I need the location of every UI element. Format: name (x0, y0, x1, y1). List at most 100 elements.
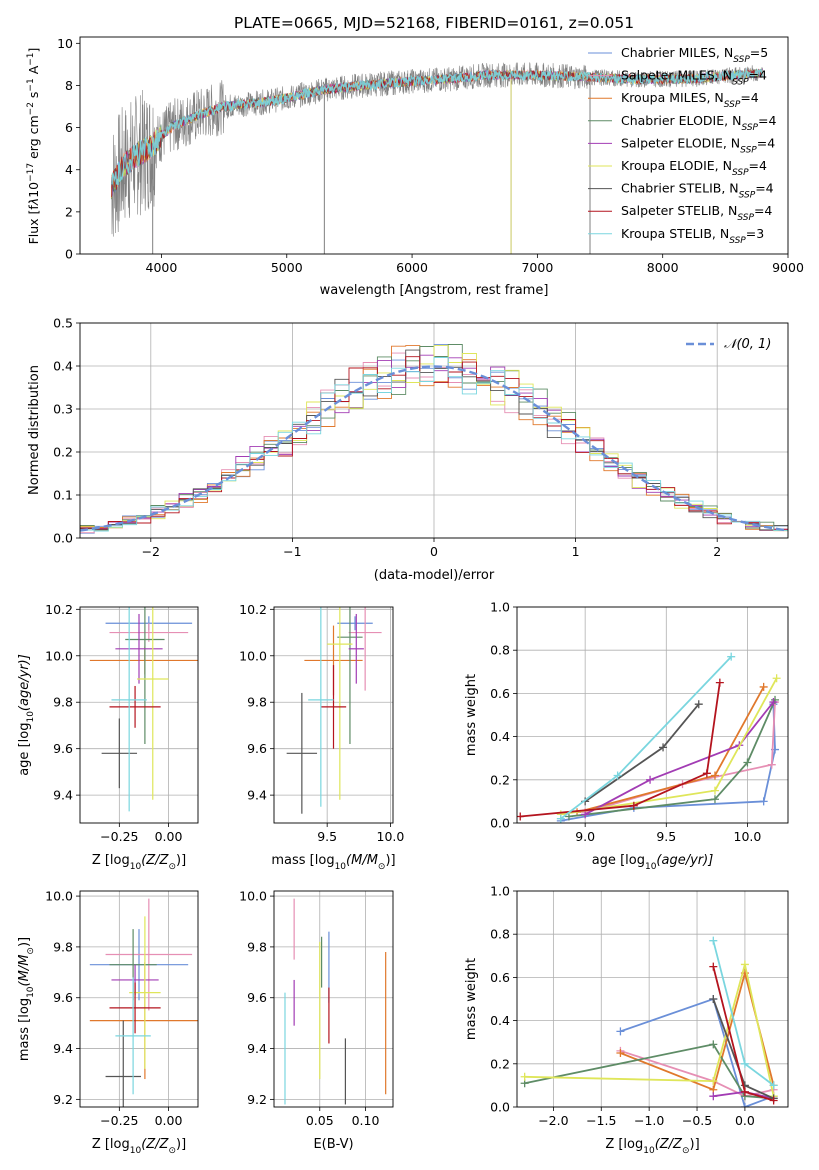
axes-frame (516, 606, 789, 824)
weight-point-marker (759, 682, 768, 691)
weight-lines (517, 652, 781, 823)
legend-entry-tail: =4 (740, 90, 758, 105)
legend-entry-tail: =4 (757, 135, 775, 150)
errorbars (89, 898, 198, 1107)
y-axis-label: age [log10(age/yr)] (17, 654, 36, 776)
y-tick-label: 0.0 (490, 816, 510, 831)
spectrum-data (110, 62, 764, 254)
data-point (105, 898, 193, 1011)
weight-series-line (568, 699, 776, 818)
y-axis-label-part: −2 (26, 102, 36, 115)
y-axis-label: mass weight (464, 674, 479, 756)
data-point (348, 613, 364, 684)
weight-lines (520, 936, 778, 1107)
errorbars (89, 607, 198, 812)
y-tick-label: 10.2 (239, 602, 267, 617)
legend-entry-main: Kroupa STELIB, N (621, 226, 729, 241)
axes-frame (273, 890, 394, 1108)
y-tick-label: 0.2 (490, 772, 510, 787)
x-tick-label: 9.5 (656, 829, 676, 844)
legend-entry-main: Chabrier STELIB, N (621, 181, 739, 196)
legend-entry-sub: SSP (732, 78, 749, 88)
legend-entry-main: Salpeter ELODIE, N (621, 135, 740, 150)
axes-frame (79, 36, 789, 255)
legend-entry-tail: =5 (750, 45, 768, 60)
legend-entry-sub: SSP (732, 168, 749, 178)
data-point (348, 607, 382, 691)
x-tick-label: 1 (572, 544, 580, 559)
legend-entry: Kroupa ELODIE, NSSP=4 (621, 158, 767, 178)
legend-entry: Salpeter STELIB, NSSP=4 (621, 203, 772, 223)
y-tick-label: 1.0 (490, 884, 510, 899)
age-vs-Z-plot: −0.25 0.00 9.4 9.6 9.8 10.0 10.2 (45, 602, 199, 844)
weight-vs-age-plot: 9.0 9.5 10.0 0.0 0.2 0.4 0.6 0.8 1.0 mass weight (464, 600, 789, 844)
data-point (286, 692, 318, 814)
x-axis-label: mass [log10(M/M⊙)] (271, 853, 395, 872)
weight-point-marker (710, 795, 719, 804)
weight-point-marker (709, 1040, 718, 1049)
x-tick-label: −1.5 (586, 1113, 616, 1128)
data-point (109, 982, 161, 1034)
x-axis-label-part: (M/M (346, 853, 378, 868)
y-tick-label: 0.8 (490, 643, 510, 658)
y-tick-label: 10.0 (45, 889, 73, 904)
x-axis-label-part: (Z/Z (655, 1137, 683, 1152)
data-point (327, 607, 353, 800)
legend-entry-tail: =4 (754, 203, 772, 218)
y-axis-label-part: ] (26, 48, 41, 53)
legend-entry-sub: SSP (724, 100, 741, 110)
y-axis-label: Normed distribution (27, 365, 42, 495)
legend-entry-sub: SSP (733, 55, 750, 65)
y-tick-label: 0.0 (490, 1100, 510, 1115)
y-axis-label-part: age [log (17, 723, 32, 776)
legend-entry: Chabrier MILES, NSSP=5 (621, 45, 768, 65)
y-tick-label: 10.0 (239, 889, 267, 904)
data-point (111, 607, 147, 812)
data-point (129, 916, 161, 1069)
weight-series-line (576, 686, 765, 814)
x-axis-label-part: ⊙ (168, 1146, 176, 1156)
weight-point-marker (613, 771, 622, 780)
y-tick-label: 0.2 (490, 1056, 510, 1071)
y-tick-label: 4 (65, 162, 73, 177)
x-tick-label: 0.00 (155, 829, 183, 844)
y-tick-label: 9.4 (247, 788, 267, 803)
y-tick-label: 8 (65, 78, 73, 93)
chart-title: PLATE=0665, MJD=52168, FIBERID=0161, z=0… (234, 14, 634, 32)
data-point (105, 1020, 141, 1107)
weight-series-line (524, 1043, 774, 1100)
weight-series-line (620, 997, 774, 1107)
x-tick-label: 4000 (146, 260, 178, 275)
residual-histogram (80, 345, 788, 532)
x-tick-label: −0.5 (682, 1113, 712, 1128)
mass-vs-Z-plot: −0.25 0.00 9.2 9.4 9.6 9.8 10.0 (45, 889, 199, 1128)
y-tick-label: 9.8 (53, 939, 73, 954)
x-tick-label: 8000 (647, 260, 679, 275)
x-tick-label: 0.10 (352, 1113, 380, 1128)
weight-point-marker (767, 760, 776, 769)
x-axis-label-part: ⊙ (682, 1146, 690, 1156)
x-axis-label-part: mass [log (271, 853, 334, 868)
x-axis-label-part: )] (176, 1137, 186, 1152)
x-axis-label-part: (Z/Z (141, 853, 169, 868)
y-tick-label: 9.6 (247, 741, 267, 756)
legend-entry: Kroupa STELIB, NSSP=3 (621, 226, 764, 246)
legend-entry-tail: =4 (749, 68, 767, 83)
x-tick-label: 2 (713, 544, 721, 559)
axes-frame (273, 606, 394, 824)
y-tick-label: 9.4 (53, 788, 73, 803)
y-tick-label: 9.6 (53, 741, 73, 756)
weight-point-marker (616, 1049, 625, 1057)
y-tick-label: 9.6 (53, 990, 73, 1005)
legend-entry-sub: SSP (741, 123, 758, 133)
x-tick-label: 5000 (271, 260, 303, 275)
x-axis-label-part: Z [log (605, 1137, 643, 1152)
legend-entry-tail: =4 (755, 181, 773, 196)
weight-point-marker (629, 801, 638, 810)
x-tick-label: −0.25 (100, 1113, 138, 1128)
x-axis-label-part: Z [log (92, 853, 130, 868)
legend-entry: 𝒩(0, 1) (724, 337, 771, 352)
weight-point-marker (740, 1087, 749, 1096)
weight-point-marker (727, 652, 736, 661)
y-axis-label-part: (M/M (17, 955, 32, 987)
